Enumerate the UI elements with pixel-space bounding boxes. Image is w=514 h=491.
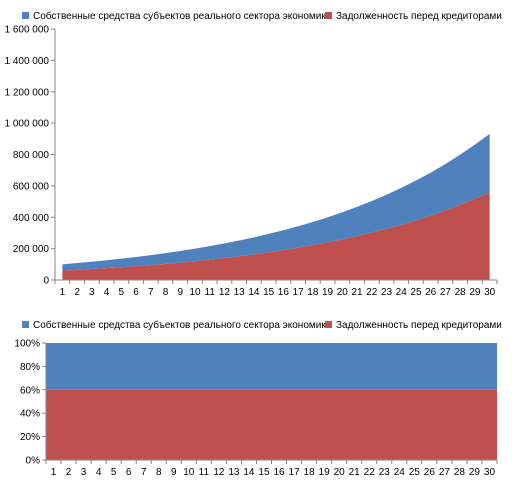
x-tick-label: 18 (304, 467, 316, 478)
legend-swatch-own-funds (22, 321, 29, 328)
x-tick-label: 23 (379, 467, 391, 478)
y-tick-label: 80% (20, 362, 40, 373)
y-tick-label: 1 600 000 (5, 25, 50, 36)
y-tick-label: 20% (20, 432, 40, 443)
y-tick-label: 600 000 (13, 181, 50, 192)
area-series-debt (62, 192, 490, 280)
x-tick-label: 3 (89, 287, 95, 298)
x-tick-label: 14 (243, 467, 255, 478)
x-tick-label: 6 (133, 287, 139, 298)
x-tick-label: 23 (381, 287, 393, 298)
x-tick-label: 9 (171, 467, 177, 478)
x-tick-label: 20 (334, 467, 346, 478)
x-tick-label: 15 (258, 467, 270, 478)
area-series-own-funds (46, 343, 497, 390)
x-tick-label: 26 (424, 467, 436, 478)
y-tick-label: 800 000 (13, 150, 50, 161)
legend: Собственные средства субъектов реального… (22, 10, 502, 22)
x-tick-label: 19 (319, 467, 331, 478)
area-series-debt (46, 389, 497, 460)
x-tick-label: 24 (394, 467, 406, 478)
x-tick-label: 25 (409, 467, 421, 478)
x-tick-label: 28 (455, 287, 467, 298)
x-tick-label: 8 (156, 467, 162, 478)
y-tick-label: 1 000 000 (5, 119, 50, 130)
x-tick-label: 25 (410, 287, 422, 298)
x-tick-label: 30 (484, 287, 496, 298)
x-tick-label: 21 (351, 287, 363, 298)
x-tick-label: 8 (163, 287, 169, 298)
x-tick-label: 30 (484, 467, 496, 478)
y-tick-label: 40% (20, 409, 40, 420)
x-tick-label: 26 (425, 287, 437, 298)
x-tick-label: 29 (469, 287, 481, 298)
x-tick-label: 7 (141, 467, 147, 478)
legend-label-own-funds: Собственные средства субъектов реального… (33, 10, 331, 22)
plot-area (46, 343, 497, 460)
legend-label-debt: Задолженность перед кредиторами (336, 11, 502, 22)
x-tick-label: 5 (111, 467, 117, 478)
x-tick-label: 12 (219, 287, 231, 298)
x-tick-label: 10 (189, 287, 201, 298)
x-tick-label: 4 (104, 287, 110, 298)
x-tick-label: 5 (119, 287, 125, 298)
x-tick-label: 15 (263, 287, 275, 298)
y-tick-label: 400 000 (13, 213, 50, 224)
x-tick-label: 2 (74, 287, 80, 298)
x-tick-label: 11 (205, 287, 216, 298)
x-tick-label: 20 (337, 287, 349, 298)
legend: Собственные средства субъектов реального… (22, 319, 502, 331)
x-tick-label: 14 (248, 287, 260, 298)
legend-swatch-own-funds (22, 12, 29, 19)
legend-swatch-debt (325, 321, 332, 328)
x-tick-label: 19 (322, 287, 334, 298)
legend-label-own-funds: Собственные средства субъектов реального… (33, 319, 331, 331)
x-tick-label: 27 (440, 287, 452, 298)
y-tick-label: 0 (43, 276, 49, 287)
x-tick-label: 18 (307, 287, 319, 298)
x-tick-label: 16 (278, 287, 290, 298)
plot-area (62, 133, 490, 280)
x-tick-label: 6 (126, 467, 132, 478)
x-tick-label: 9 (177, 287, 183, 298)
y-tick-label: 100% (14, 339, 40, 350)
x-tick-label: 7 (148, 287, 154, 298)
x-tick-label: 1 (60, 287, 66, 298)
y-tick-label: 200 000 (13, 244, 50, 255)
x-tick-label: 27 (439, 467, 451, 478)
x-tick-label: 22 (364, 467, 376, 478)
x-tick-label: 3 (81, 467, 87, 478)
x-tick-label: 21 (349, 467, 361, 478)
x-tick-label: 1 (51, 467, 57, 478)
x-tick-label: 4 (96, 467, 102, 478)
x-tick-label: 10 (183, 467, 195, 478)
x-tick-label: 22 (366, 287, 378, 298)
x-tick-label: 16 (273, 467, 285, 478)
x-tick-label: 17 (288, 467, 300, 478)
y-tick-label: 1 200 000 (5, 87, 50, 98)
x-tick-label: 28 (454, 467, 466, 478)
x-tick-label: 11 (199, 467, 210, 478)
x-tick-label: 17 (293, 287, 305, 298)
x-tick-label: 13 (234, 287, 246, 298)
x-tick-label: 24 (396, 287, 408, 298)
legend-swatch-debt (325, 12, 332, 19)
legend-label-debt: Задолженность перед кредиторами (336, 320, 502, 331)
x-tick-label: 2 (66, 467, 72, 478)
y-tick-label: 1 400 000 (5, 56, 50, 67)
x-tick-label: 13 (228, 467, 240, 478)
y-tick-label: 0% (26, 456, 41, 467)
y-tick-label: 60% (20, 385, 40, 396)
x-tick-label: 12 (213, 467, 225, 478)
area-series-own-funds (62, 133, 490, 271)
x-tick-label: 29 (469, 467, 481, 478)
